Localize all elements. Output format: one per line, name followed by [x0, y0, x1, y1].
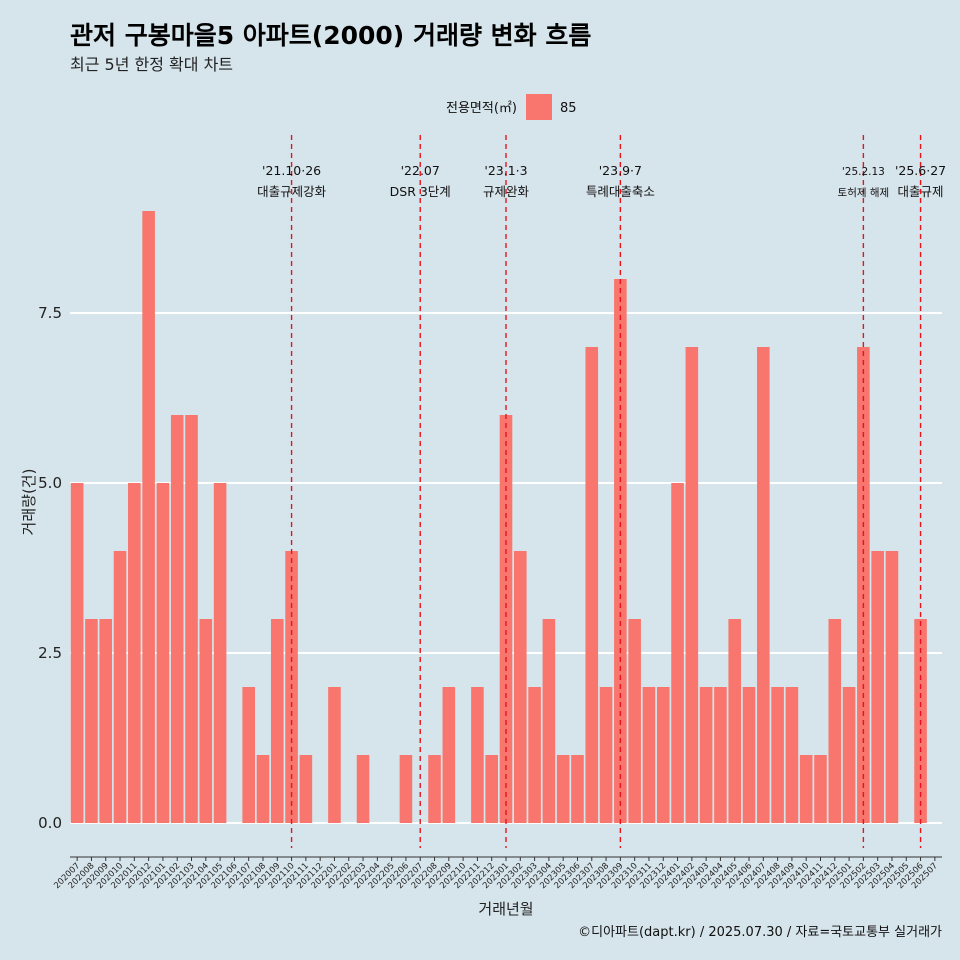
bar: [428, 755, 441, 823]
bar: [170, 415, 184, 823]
event-label: DSR 3단계: [390, 184, 451, 199]
bar: [299, 755, 313, 823]
bar: [199, 619, 213, 823]
bar: [556, 755, 570, 823]
event-date: '21.10·26: [262, 163, 321, 178]
bar: [628, 619, 641, 823]
bar: [356, 755, 370, 823]
y-tick-label: 7.5: [38, 304, 62, 322]
bar: [885, 551, 899, 823]
event-label: 대출규제강화: [257, 184, 327, 199]
event-label: 대출규제: [898, 184, 944, 199]
x-axis-label: 거래년월: [478, 900, 533, 918]
bar: [528, 687, 541, 823]
bar: [742, 687, 756, 823]
bar: [213, 483, 227, 823]
bar: [671, 483, 684, 823]
bar: [699, 687, 713, 823]
bar: [499, 415, 513, 823]
event-markers: '21.10·26 대출규제강화 '22.07 DSR 3단계 '23.1·3 규제완화 '…: [257, 135, 946, 848]
event-label: 규제완화: [483, 184, 530, 199]
bar: [757, 347, 770, 823]
bar: [142, 211, 155, 823]
y-tick-label: 5.0: [38, 474, 62, 492]
bar: [442, 687, 456, 823]
legend-title: 전용면적(㎡): [446, 101, 517, 116]
event-label: 특례대출축소: [586, 184, 655, 199]
y-axis-label: 거래량(건): [20, 469, 38, 536]
bar: [328, 687, 341, 823]
bar: [514, 551, 527, 823]
bar: [70, 483, 84, 823]
bar: [99, 619, 113, 823]
legend-entry: 85: [560, 101, 577, 116]
bar: [242, 687, 255, 823]
bar: [714, 687, 727, 823]
bar: [156, 483, 170, 823]
y-tick-label: 2.5: [38, 644, 62, 662]
bar: [785, 687, 799, 823]
bar: [471, 687, 484, 823]
bar: [656, 687, 670, 823]
event-date: '25.6·27: [895, 163, 946, 178]
event-date: '22.07: [401, 163, 440, 178]
bar: [799, 755, 813, 823]
bar: [128, 483, 141, 823]
y-axis: 0.0 2.5 5.0 7.5: [38, 304, 62, 832]
bar: [599, 687, 613, 823]
event-date: '25.2.13: [842, 166, 885, 178]
chart-subtitle: 최근 5년 한정 확대 차트: [70, 55, 233, 74]
bar: [828, 619, 842, 823]
bar: [270, 619, 284, 823]
bar: [85, 619, 98, 823]
bars: [70, 211, 927, 823]
bar: [842, 687, 856, 823]
bar: [399, 755, 413, 823]
event-label: 토허제 해제: [838, 186, 890, 199]
bar: [542, 619, 556, 823]
bar: [814, 755, 827, 823]
legend: 전용면적(㎡) 85: [446, 94, 577, 120]
bar: [256, 755, 270, 823]
bar: [485, 755, 498, 823]
bar: [185, 415, 198, 823]
bar: [771, 687, 784, 823]
bar: [642, 687, 656, 823]
bar: [571, 755, 584, 823]
y-tick-label: 0.0: [38, 814, 62, 832]
bar: [728, 619, 742, 823]
legend-key: [526, 94, 552, 120]
bar: [685, 347, 699, 823]
bar: [113, 551, 127, 823]
chart-title: 관저 구봉마을5 아파트(2000) 거래량 변화 흐름: [70, 21, 591, 50]
caption: ©디아파트(dapt.kr) / 2025.07.30 / 자료=국토교통부 실…: [578, 925, 942, 940]
event-date: '23.1·3: [484, 163, 527, 178]
x-axis: 2020072020082020092020102020112020122021…: [52, 856, 942, 891]
bar: [871, 551, 884, 823]
event-date: '23.9·7: [599, 163, 642, 178]
bar: [585, 347, 599, 823]
